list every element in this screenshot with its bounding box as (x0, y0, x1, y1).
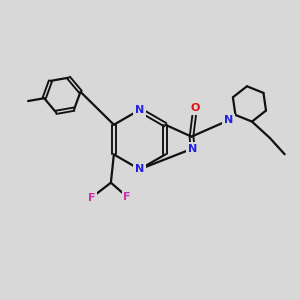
Text: F: F (124, 192, 131, 202)
Text: O: O (190, 103, 200, 113)
Text: F: F (88, 193, 95, 202)
Text: N: N (224, 115, 233, 125)
Text: N: N (135, 164, 144, 174)
Text: N: N (188, 143, 197, 154)
Text: O: O (190, 103, 200, 113)
Text: N: N (135, 105, 144, 115)
Text: N: N (224, 115, 233, 125)
Text: F: F (124, 192, 131, 202)
Text: F: F (88, 193, 95, 202)
